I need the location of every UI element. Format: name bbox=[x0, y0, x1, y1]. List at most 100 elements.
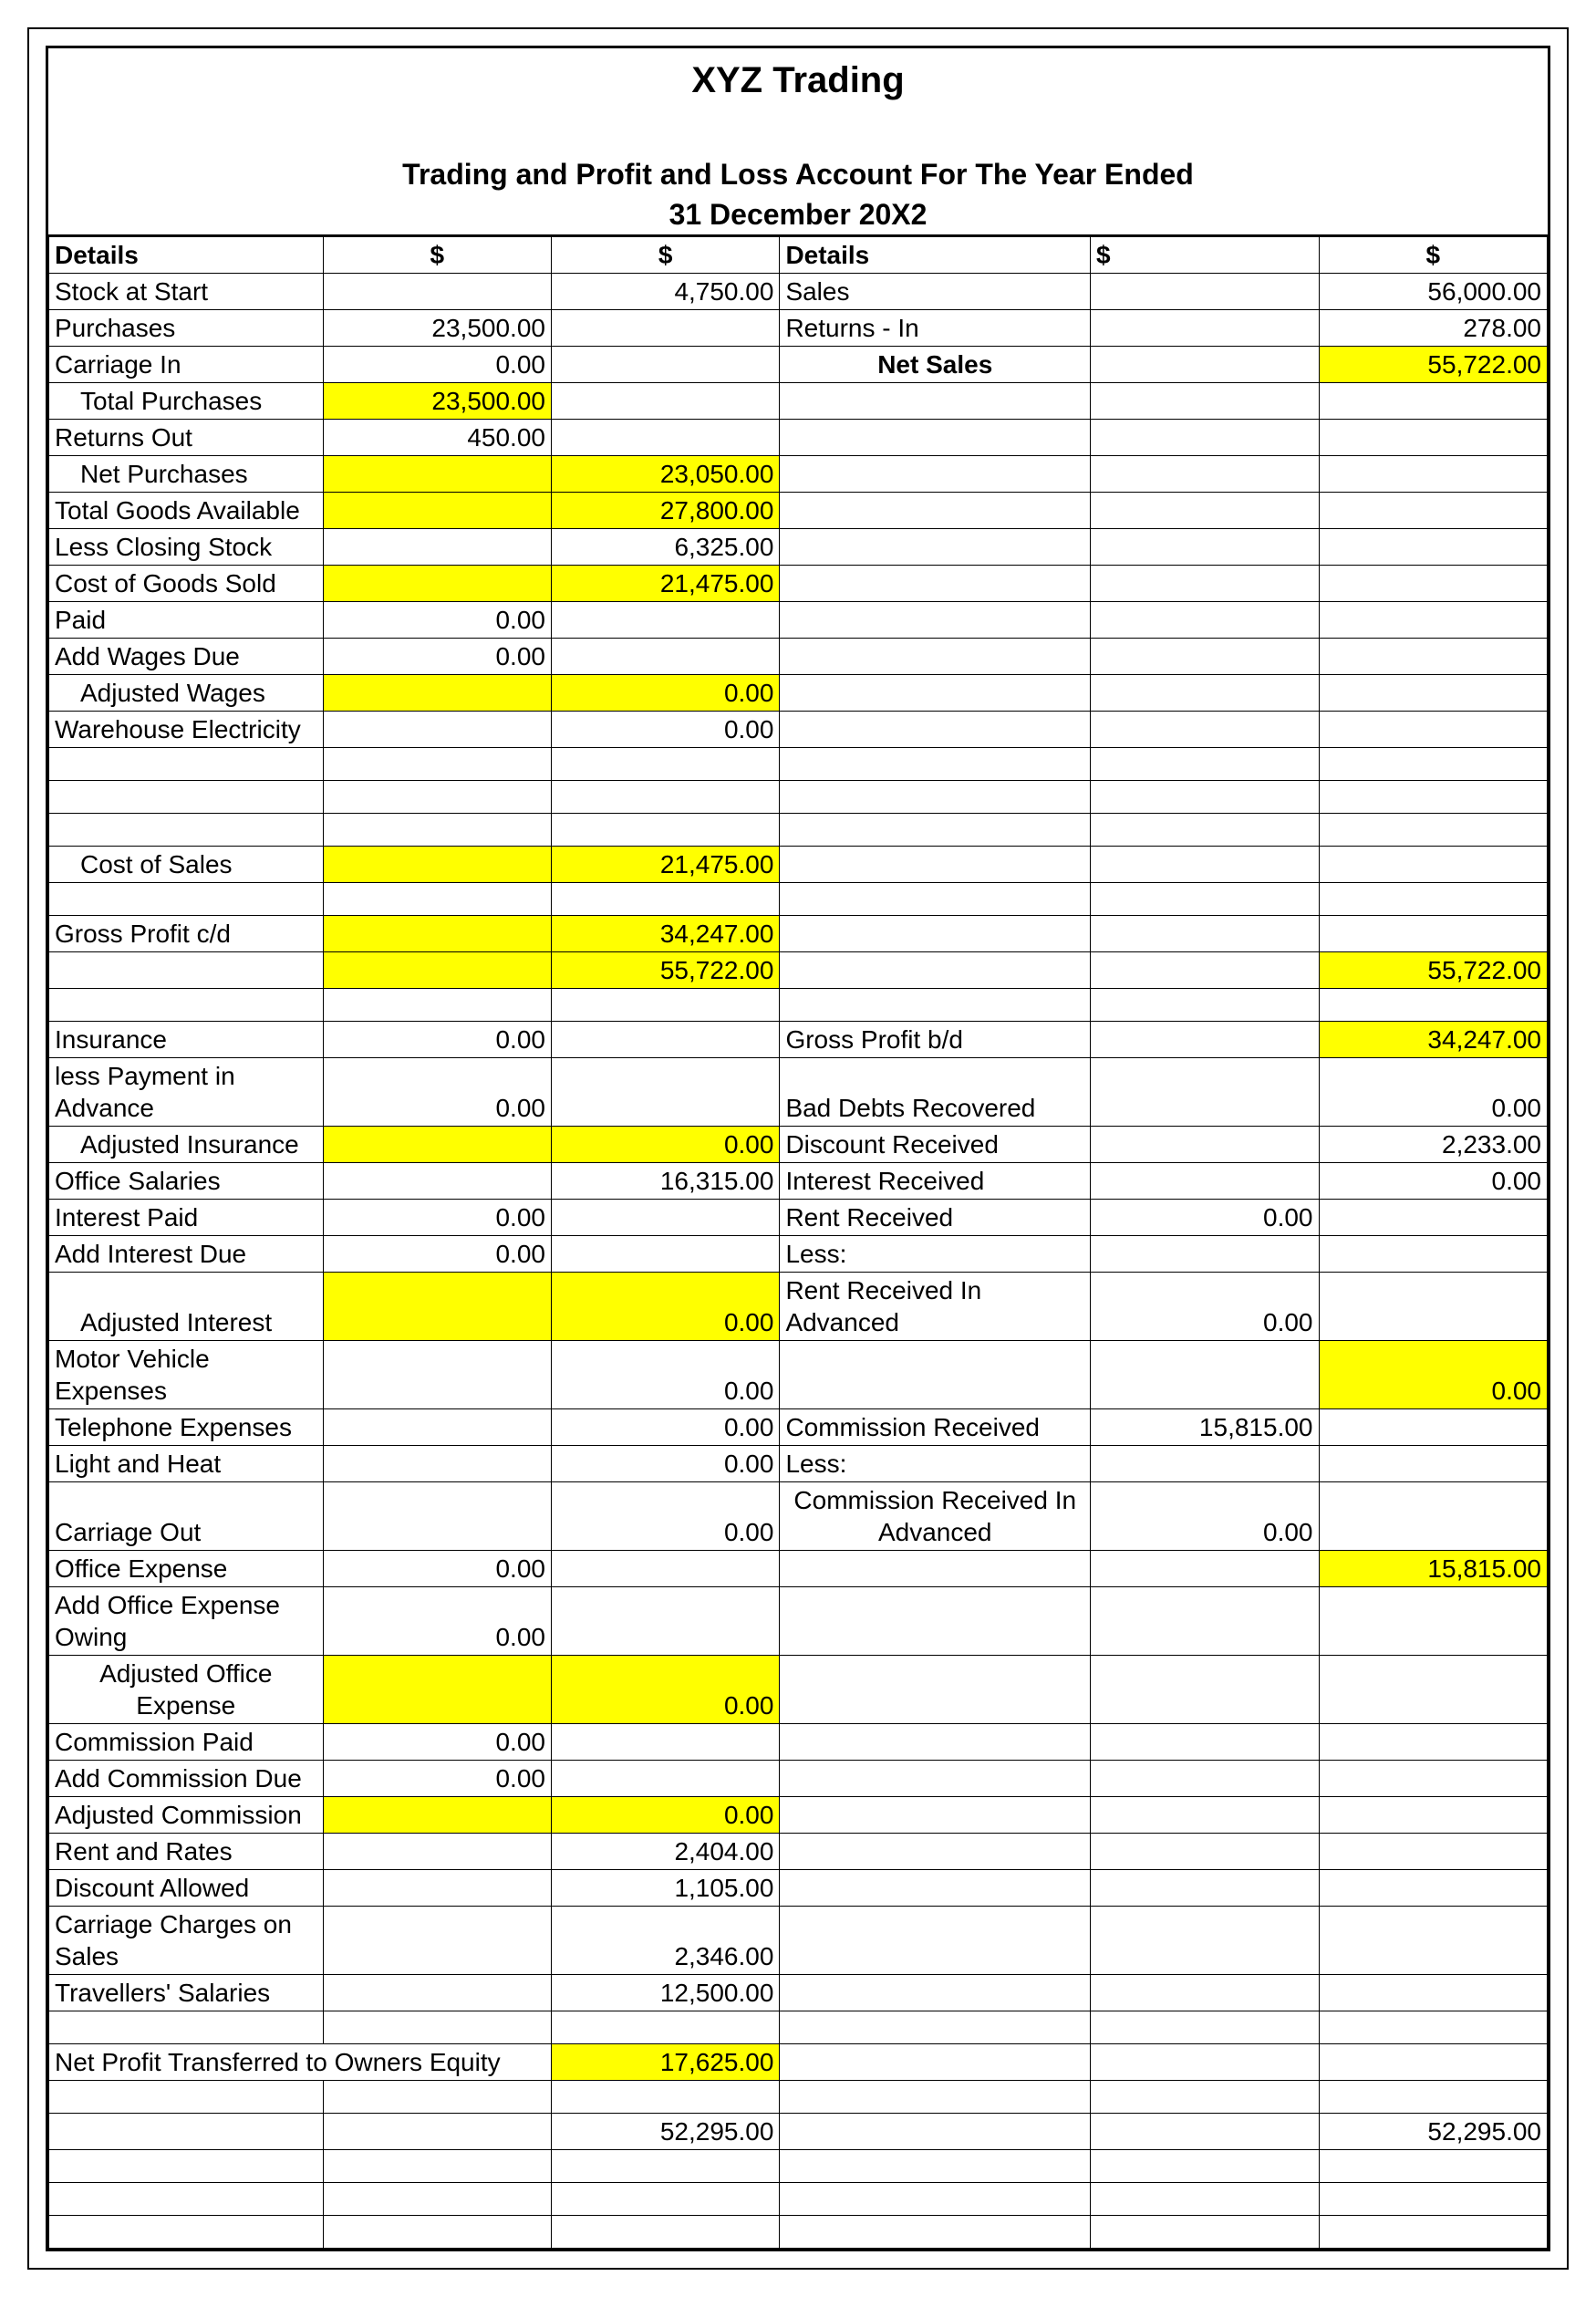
value: 0.00 bbox=[323, 1200, 551, 1236]
label: less Payment in Advance bbox=[49, 1058, 324, 1127]
table-row bbox=[49, 748, 1548, 781]
table-row: Net Purchases23,050.00 bbox=[49, 456, 1548, 493]
label: Adjusted Office Expense bbox=[49, 1656, 324, 1724]
table-row: Stock at Start4,750.00 Sales56,000.00 bbox=[49, 274, 1548, 310]
value: 0.00 bbox=[323, 1761, 551, 1797]
table-row: Interest Paid0.00 Rent Received0.00 bbox=[49, 1200, 1548, 1236]
table-row: less Payment in Advance0.00 Bad Debts Re… bbox=[49, 1058, 1548, 1127]
label: Add Wages Due bbox=[49, 639, 324, 675]
label: Interest Paid bbox=[49, 1200, 324, 1236]
label: Carriage Charges on Sales bbox=[49, 1907, 324, 1975]
value: 0.00 bbox=[551, 1127, 779, 1163]
table-row: Add Commission Due0.00 bbox=[49, 1761, 1548, 1797]
value: 17,625.00 bbox=[551, 2044, 779, 2081]
table-row bbox=[49, 883, 1548, 916]
label: Carriage In bbox=[49, 347, 324, 383]
value: 34,247.00 bbox=[551, 916, 779, 952]
value: 56,000.00 bbox=[1319, 274, 1548, 310]
table-row: Travellers' Salaries 12,500.00 bbox=[49, 1975, 1548, 2011]
page: XYZ Trading Trading and Profit and Loss … bbox=[27, 27, 1569, 2270]
value: 52,295.00 bbox=[1319, 2114, 1548, 2150]
label: Less Closing Stock bbox=[49, 529, 324, 566]
label: Commission Received In Advanced bbox=[780, 1482, 1091, 1551]
company-title: XYZ Trading bbox=[49, 48, 1548, 109]
table-row: Add Wages Due0.00 bbox=[49, 639, 1548, 675]
value: 0.00 bbox=[323, 1551, 551, 1587]
label: Total Goods Available bbox=[49, 493, 324, 529]
value: 0.00 bbox=[1091, 1482, 1319, 1551]
value: 0.00 bbox=[551, 1482, 779, 1551]
label: Add Office Expense Owing bbox=[49, 1587, 324, 1656]
value: 0.00 bbox=[551, 1341, 779, 1409]
label: Rent Received In Advanced bbox=[780, 1273, 1091, 1341]
table-row: Adjusted Commission 0.00 bbox=[49, 1797, 1548, 1834]
label: Less: bbox=[780, 1446, 1091, 1482]
value: 12,500.00 bbox=[551, 1975, 779, 2011]
table-row: Telephone Expenses 0.00 Commission Receiv… bbox=[49, 1409, 1548, 1446]
label: Travellers' Salaries bbox=[49, 1975, 324, 2011]
label: Sales bbox=[780, 274, 1091, 310]
table-row: Less Closing Stock6,325.00 bbox=[49, 529, 1548, 566]
table-row: Paid0.00 bbox=[49, 602, 1548, 639]
trading-pl-table: XYZ Trading Trading and Profit and Loss … bbox=[48, 48, 1548, 2249]
table-row: Warehouse Electricity 0.00 bbox=[49, 712, 1548, 748]
label: Rent and Rates bbox=[49, 1834, 324, 1870]
table-row: Adjusted Insurance 0.00 Discount Received… bbox=[49, 1127, 1548, 1163]
label: Less: bbox=[780, 1236, 1091, 1273]
label: Telephone Expenses bbox=[49, 1409, 324, 1446]
report-title-1: Trading and Profit and Loss Account For … bbox=[49, 154, 1548, 194]
table-row: Commission Paid0.00 bbox=[49, 1724, 1548, 1761]
value: 450.00 bbox=[323, 420, 551, 456]
table-row: Gross Profit c/d 34,247.00 bbox=[49, 916, 1548, 952]
table-row: Motor Vehicle Expenses0.00 0.00 bbox=[49, 1341, 1548, 1409]
label: Warehouse Electricity bbox=[49, 712, 324, 748]
table-row: Office Salaries16,315.00 Interest Receiv… bbox=[49, 1163, 1548, 1200]
header-row: Details $ $ Details $ $ bbox=[49, 236, 1548, 274]
table-row: Purchases23,500.00 Returns - In278.00 bbox=[49, 310, 1548, 347]
value: 0.00 bbox=[323, 1724, 551, 1761]
value: 0.00 bbox=[323, 1058, 551, 1127]
label: Interest Received bbox=[780, 1163, 1091, 1200]
table-row: Total Goods Available 27,800.00 bbox=[49, 493, 1548, 529]
value: 0.00 bbox=[551, 1797, 779, 1834]
table-row: Insurance0.00 Gross Profit b/d34,247.00 bbox=[49, 1022, 1548, 1058]
value: 16,315.00 bbox=[551, 1163, 779, 1200]
label: Cost of Goods Sold bbox=[49, 566, 324, 602]
report-title-2: 31 December 20X2 bbox=[49, 194, 1548, 236]
table-row bbox=[49, 2150, 1548, 2183]
label: Stock at Start bbox=[49, 274, 324, 310]
value: 2,404.00 bbox=[551, 1834, 779, 1870]
label: Motor Vehicle Expenses bbox=[49, 1341, 324, 1409]
value: 0.00 bbox=[551, 1446, 779, 1482]
value: 23,050.00 bbox=[551, 456, 779, 493]
label: Adjusted Commission bbox=[49, 1797, 324, 1834]
label: Adjusted Insurance bbox=[49, 1127, 324, 1163]
label: Returns Out bbox=[49, 420, 324, 456]
value: 1,105.00 bbox=[551, 1870, 779, 1907]
table-row bbox=[49, 2081, 1548, 2114]
label: Commission Paid bbox=[49, 1724, 324, 1761]
label: Insurance bbox=[49, 1022, 324, 1058]
value: 27,800.00 bbox=[551, 493, 779, 529]
table-row: Light and Heat0.00 Less: bbox=[49, 1446, 1548, 1482]
col-details-left: Details bbox=[49, 236, 324, 274]
value: 0.00 bbox=[323, 639, 551, 675]
label: Paid bbox=[49, 602, 324, 639]
value: 0.00 bbox=[1319, 1058, 1548, 1127]
value: 0.00 bbox=[551, 1273, 779, 1341]
value: 23,500.00 bbox=[323, 383, 551, 420]
label: Net Profit Transferred to Owners Equity bbox=[49, 2044, 552, 2081]
label: Discount Received bbox=[780, 1127, 1091, 1163]
value: 0.00 bbox=[551, 1409, 779, 1446]
value: 0.00 bbox=[551, 712, 779, 748]
table-row bbox=[49, 2011, 1548, 2044]
label: Carriage Out bbox=[49, 1482, 324, 1551]
col-amt2-right: $ bbox=[1319, 236, 1548, 274]
label: Adjusted Interest bbox=[49, 1273, 324, 1341]
label: Gross Profit c/d bbox=[49, 916, 324, 952]
value: 21,475.00 bbox=[551, 847, 779, 883]
label: Commission Received bbox=[780, 1409, 1091, 1446]
table-row: 55,722.00 55,722.00 bbox=[49, 952, 1548, 989]
label: Cost of Sales bbox=[49, 847, 324, 883]
table-row bbox=[49, 2216, 1548, 2249]
